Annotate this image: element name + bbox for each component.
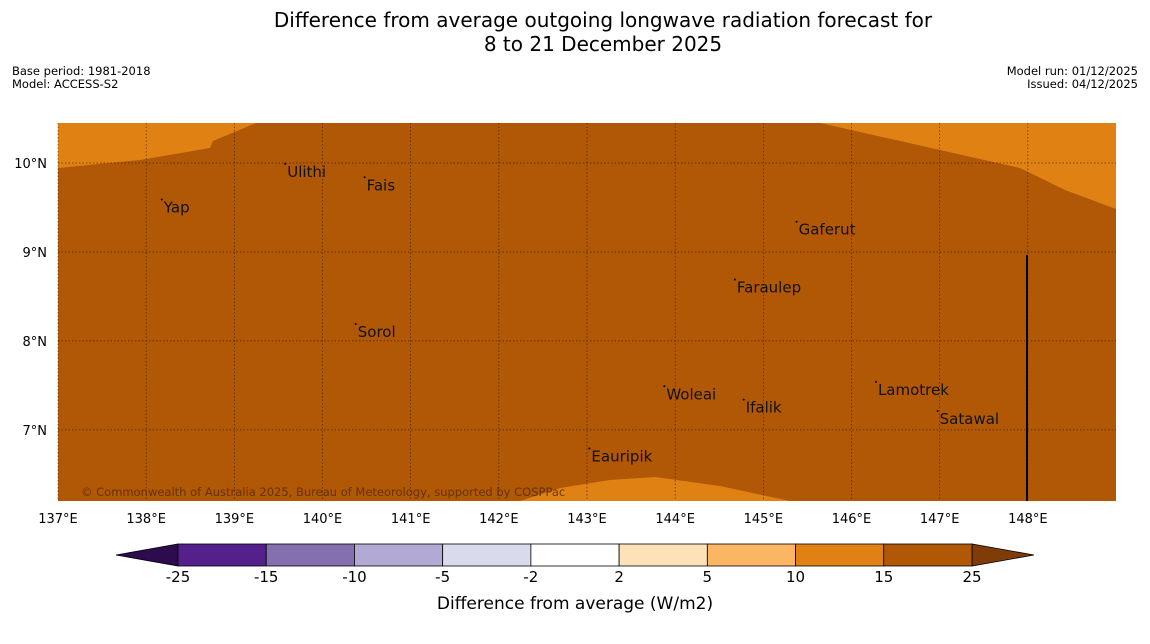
- colorbar-over-arrow: [971, 543, 1035, 567]
- colorbar-tick-label: -5: [435, 568, 450, 586]
- place-label: Sorol: [358, 323, 396, 341]
- base-period-text: Base period: 1981-2018: [12, 64, 151, 78]
- place-label: Satawal: [940, 410, 999, 428]
- colorbar-segment: [618, 543, 708, 567]
- latitude-labels: 10°N 9°N 8°N 7°N: [14, 157, 47, 439]
- colorbar-tick-label: -25: [166, 568, 191, 586]
- longitude-tick-label: 146°E: [832, 512, 872, 527]
- colorbar-tick-label: -10: [342, 568, 367, 586]
- longitude-labels: 137°E 138°E 139°E 140°E 141°E 142°E 143°E 144°E…: [38, 512, 1047, 527]
- model-text: Model: ACCESS-S2: [12, 77, 119, 91]
- colorbar-under-arrow: [115, 543, 179, 567]
- meta-left: Base period: 1981-2018 Model: ACCESS-S2: [12, 65, 151, 91]
- colorbar-segment: [442, 543, 532, 567]
- longitude-tick-label: 148°E: [1008, 512, 1048, 527]
- colorbar-segment: [706, 543, 796, 567]
- place-label: Fais: [367, 176, 396, 194]
- colorbar-tick-label: 25: [962, 568, 981, 586]
- longitude-tick-label: 142°E: [479, 512, 519, 527]
- chart-title: Difference from average outgoing longwav…: [0, 8, 1150, 56]
- place-lamotrek: Lamotrek: [874, 380, 949, 399]
- island-marker: [588, 447, 591, 450]
- colorbar-tick-label: 5: [703, 568, 713, 586]
- place-label: Eauripik: [591, 448, 652, 466]
- colorbar-segment: [177, 543, 267, 567]
- colorbar-segment: [354, 543, 444, 567]
- place-label: Faraulep: [737, 279, 801, 297]
- colorbar-segment: [883, 543, 973, 567]
- colorbar-segment: [530, 543, 620, 567]
- longitude-tick-label: 141°E: [391, 512, 431, 527]
- latitude-tick-label: 9°N: [23, 246, 48, 261]
- anomaly-field-10-15-northwest: [58, 123, 256, 168]
- longitude-tick-label: 138°E: [126, 512, 166, 527]
- colorbar-tick-label: 15: [874, 568, 893, 586]
- meta-right: Model run: 01/12/2025 Issued: 04/12/2025: [1007, 65, 1138, 91]
- place-faraulep: Faraulep: [733, 278, 801, 297]
- place-ulithi: Ulithi: [284, 162, 326, 181]
- copyright-text: © Commonwealth of Australia 2025, Bureau…: [81, 485, 565, 499]
- latitude-tick-label: 7°N: [23, 424, 48, 439]
- title-line-1: Difference from average outgoing longwav…: [273, 8, 933, 32]
- place-label: Ifalik: [746, 399, 782, 417]
- place-label: Gaferut: [799, 221, 856, 239]
- colorbar: -25 -15 -10 -5 -2 2 5 10 15 25: [115, 543, 1035, 586]
- place-eauripik: Eauripik: [588, 447, 653, 466]
- anomaly-field-10-15-south: [520, 477, 790, 501]
- place-satawal: Satawal: [936, 410, 999, 428]
- place-yap: Yap: [160, 198, 190, 216]
- colorbar-tick-label: -15: [254, 568, 279, 586]
- island-marker: [742, 398, 745, 401]
- model-run-text: Model run: 01/12/2025: [1006, 64, 1138, 78]
- place-ifalik: Ifalik: [742, 398, 782, 417]
- colorbar-segment: [795, 543, 885, 567]
- place-woleai: Woleai: [663, 385, 716, 403]
- island-marker: [284, 162, 287, 165]
- issued-text: Issued: 04/12/2025: [1027, 77, 1138, 91]
- colorbar-tick-label: 2: [614, 568, 624, 586]
- longitude-tick-label: 147°E: [920, 512, 960, 527]
- island-marker: [733, 278, 736, 281]
- place-labels: Yap Ulithi Fais Gaferut Faraulep Sorol Woleai I…: [160, 162, 999, 466]
- island-marker: [874, 380, 877, 383]
- place-label: Woleai: [666, 385, 716, 403]
- island-marker: [936, 410, 939, 413]
- colorbar-title: Difference from average (W/m2): [436, 594, 714, 614]
- place-label: Yap: [163, 198, 190, 216]
- colorbar-tick-label: -2: [523, 568, 538, 586]
- anomaly-field-10-15-northeast: [820, 123, 1116, 209]
- place-label: Ulithi: [287, 163, 326, 181]
- colorbar-segment: [265, 543, 355, 567]
- title-line-2: 8 to 21 December 2025: [483, 32, 723, 56]
- longitude-tick-label: 137°E: [38, 512, 78, 527]
- place-fais: Fais: [363, 176, 396, 194]
- latitude-tick-label: 10°N: [14, 157, 47, 172]
- island-marker: [795, 220, 798, 223]
- longitude-tick-label: 140°E: [303, 512, 343, 527]
- island-marker: [663, 385, 666, 388]
- island-marker: [363, 176, 366, 179]
- island-marker: [160, 198, 163, 201]
- longitude-tick-label: 144°E: [655, 512, 695, 527]
- place-sorol: Sorol: [354, 323, 396, 341]
- colorbar-tick-label: 10: [786, 568, 805, 586]
- place-gaferut: Gaferut: [795, 220, 856, 239]
- longitude-tick-label: 139°E: [215, 512, 255, 527]
- longitude-tick-label: 143°E: [567, 512, 607, 527]
- latitude-tick-label: 8°N: [23, 335, 48, 350]
- island-marker: [354, 323, 357, 326]
- place-label: Lamotrek: [878, 381, 949, 399]
- longitude-tick-label: 145°E: [744, 512, 784, 527]
